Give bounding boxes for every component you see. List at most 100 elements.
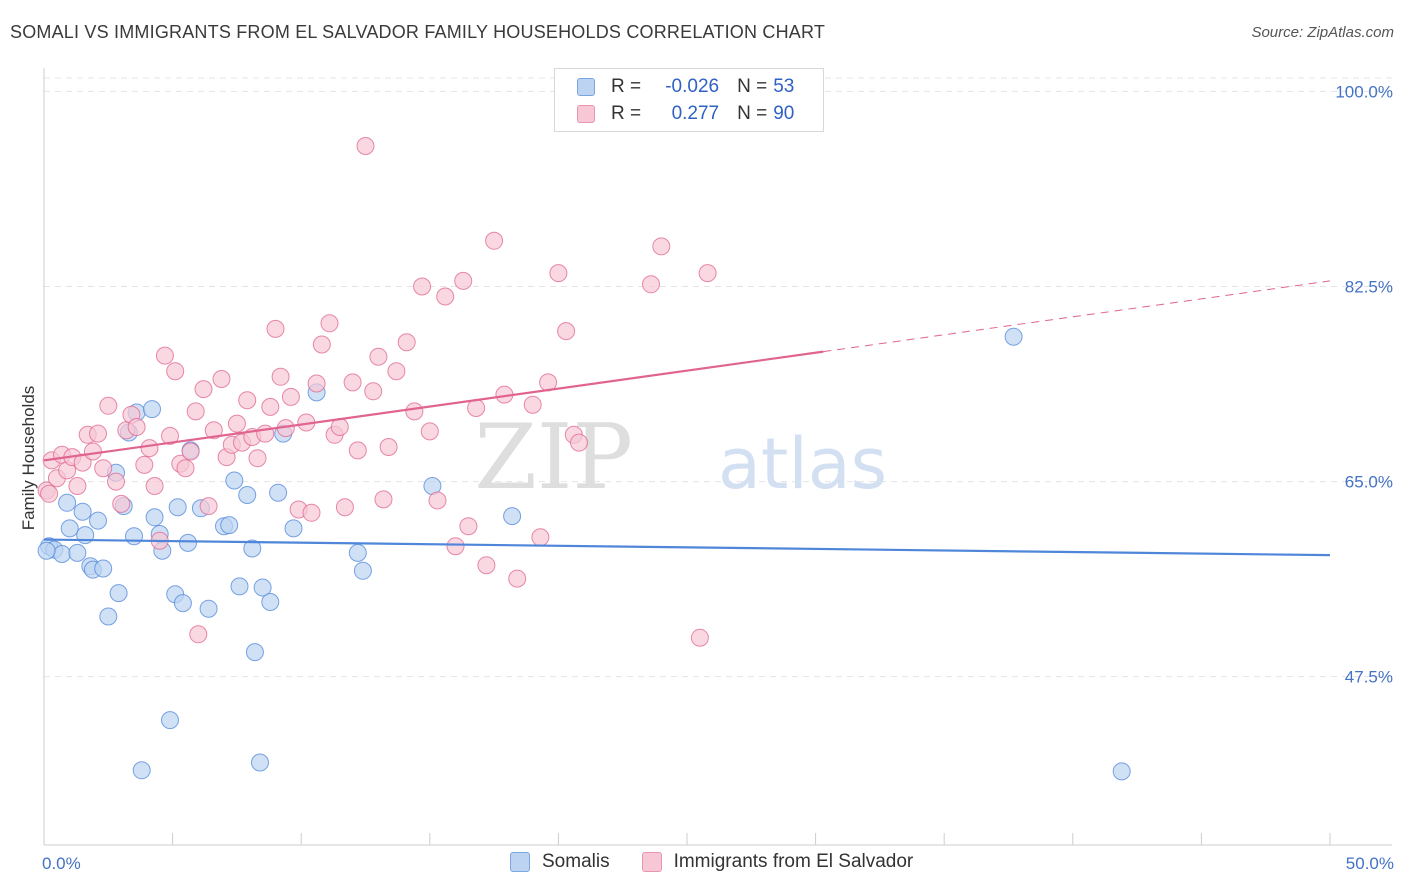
el-salvador-point	[312, 335, 331, 354]
el-salvador-point	[189, 625, 208, 644]
y-tick-label: 100.0%	[1335, 82, 1393, 101]
el-salvador-point	[307, 374, 326, 393]
el-salvador-point	[166, 362, 185, 381]
el-salvador-trend-line-extension	[823, 280, 1331, 353]
el-salvador-point	[94, 459, 113, 478]
y-tick-labels: 47.5% 65.0% 82.5% 100.0%	[1335, 82, 1393, 686]
somalis-point	[199, 599, 218, 618]
el-salvador-point	[531, 528, 550, 547]
el-salvador-point	[135, 455, 154, 474]
trend-lines	[43, 280, 1331, 557]
el-salvador-point	[420, 422, 439, 441]
somalis-point	[243, 539, 262, 558]
el-salvador-point	[161, 426, 179, 445]
somalis-point	[1112, 762, 1131, 781]
el-salvador-point	[261, 397, 280, 416]
legend-n-value: 53	[773, 76, 795, 97]
somalis-point	[230, 577, 249, 596]
somalis-point	[145, 508, 164, 527]
somalis-point	[238, 486, 257, 504]
el-salvador-point	[212, 370, 231, 388]
y-tick-label: 65.0%	[1345, 473, 1393, 492]
watermark-zip: ZIP	[474, 405, 633, 510]
legend-n-label: N =	[737, 103, 768, 124]
somalis-point	[143, 400, 161, 419]
y-tick-label: 47.5%	[1345, 668, 1393, 687]
watermark: ZIP atlas	[474, 405, 887, 510]
correlation-legend: R = -0.026 N = 53 R = 0.277 N = 90	[554, 68, 824, 132]
el-salvador-point	[145, 477, 164, 495]
el-salvador-point	[523, 395, 542, 414]
somalis-point	[132, 761, 151, 780]
el-salvador-point	[343, 373, 362, 392]
el-salvador-point	[238, 391, 257, 410]
legend-r-label: R =	[611, 103, 642, 124]
el-salvador-point	[369, 347, 388, 366]
somalis-point	[168, 498, 187, 517]
somalis-point	[179, 533, 197, 552]
el-salvador-point	[436, 287, 455, 306]
el-salvador-point	[652, 237, 671, 256]
somalis-point	[220, 516, 239, 535]
series-legend-item-el-salvador: Immigrants from El Salvador	[641, 851, 913, 873]
el-salvador-point	[40, 484, 59, 503]
somalis-point	[89, 511, 107, 530]
el-salvador-point	[107, 472, 125, 491]
el-salvador-point	[549, 264, 568, 283]
somalis-point	[68, 543, 87, 562]
somalis-point	[173, 594, 192, 613]
el-salvador-trend-line	[43, 350, 824, 462]
somalis-point	[37, 541, 56, 560]
series-el-salvador-points	[37, 137, 717, 647]
el-salvador-point	[454, 271, 473, 290]
el-salvador-point	[642, 275, 660, 294]
el-salvador-point	[199, 497, 218, 516]
el-salvador-point	[176, 459, 195, 478]
el-salvador-point	[204, 421, 223, 440]
el-salvador-point	[364, 382, 383, 401]
legend-r-value: -0.026	[665, 76, 720, 97]
el-salvador-point	[387, 362, 406, 381]
somalis-point	[245, 643, 264, 662]
el-salvador-point	[227, 414, 246, 433]
somalis-point	[503, 507, 522, 526]
watermark-atlas: atlas	[718, 423, 887, 505]
el-salvador-point	[140, 439, 159, 458]
el-salvador-point	[335, 498, 354, 517]
x-tick-label: 0.0%	[42, 854, 81, 873]
series-legend-swatch-el-salvador	[641, 852, 662, 872]
legend-n-value: 90	[773, 103, 795, 124]
el-salvador-point	[690, 628, 709, 647]
el-salvador-point	[356, 137, 375, 155]
el-salvador-point	[570, 433, 588, 452]
legend-n-label: N =	[737, 76, 768, 97]
series-legend: Somalis Immigrants from El Salvador	[510, 851, 945, 873]
el-salvador-point	[698, 264, 717, 283]
somalis-point	[1004, 327, 1023, 346]
el-salvador-point	[508, 569, 527, 588]
el-salvador-point	[186, 402, 205, 421]
somalis-point	[58, 493, 77, 512]
series-legend-item-somalis: Somalis	[510, 851, 610, 873]
el-salvador-point	[397, 333, 416, 352]
legend-row-somalis: R = -0.026 N = 53	[577, 74, 794, 100]
y-axis-label: Family Households	[19, 386, 38, 531]
el-salvador-point	[557, 322, 576, 341]
somalis-trend-line	[43, 538, 1331, 557]
somalis-point	[269, 483, 288, 502]
legend-r-value: 0.277	[671, 103, 720, 124]
x-tick-labels: 0.0% 50.0%	[42, 854, 1394, 873]
somalis-point	[225, 471, 244, 490]
legend-r-label: R =	[611, 76, 642, 97]
el-salvador-point	[181, 442, 200, 461]
el-salvador-point	[477, 556, 496, 575]
somalis-point	[161, 711, 179, 730]
chart-source: Source: ZipAtlas.com	[1251, 24, 1394, 41]
el-salvador-point	[271, 367, 290, 386]
series-legend-swatch-somalis	[510, 852, 530, 872]
el-salvador-point	[99, 396, 118, 415]
el-salvador-point	[379, 438, 398, 456]
el-salvador-point	[266, 319, 285, 338]
series-legend-label-somalis: Somalis	[542, 851, 610, 872]
